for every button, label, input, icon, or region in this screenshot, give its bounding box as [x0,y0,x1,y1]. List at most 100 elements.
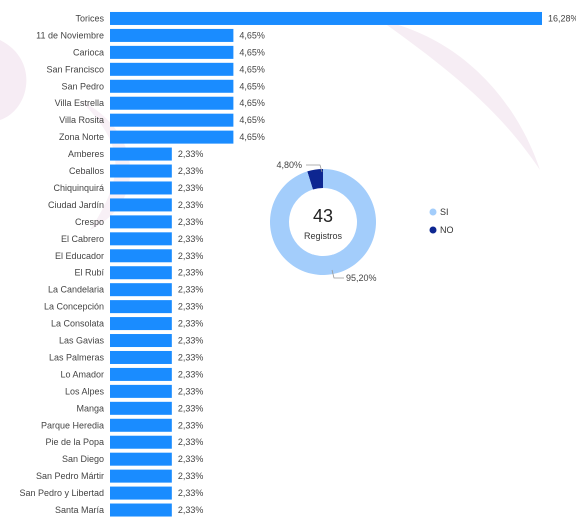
data-label: 2,33% [178,488,204,498]
leader-line-si [331,269,344,279]
donut-slice-no[interactable] [307,169,323,190]
bar[interactable] [110,469,172,483]
bar[interactable] [110,350,172,364]
data-label: 2,33% [178,268,204,278]
donut-chart: 43 Registros 4,80% 95,20% SI NO [270,160,454,283]
data-label: 2,33% [178,505,204,515]
bar[interactable] [110,503,172,517]
data-label: 4,65% [239,64,265,74]
bar[interactable] [110,418,172,432]
category-label: San Diego [62,454,104,464]
bar[interactable] [110,452,172,466]
data-label: 4,65% [239,132,265,142]
category-label: Lo Amador [60,369,104,379]
category-label: San Francisco [46,64,104,74]
bar[interactable] [110,62,234,76]
bar[interactable] [110,232,172,246]
category-label: Ciudad Jardín [48,200,104,210]
bar[interactable] [110,28,234,42]
bar[interactable] [110,11,542,25]
category-label: Santa María [55,505,104,515]
category-label: Crespo [75,217,104,227]
category-label: Zona Norte [59,132,104,142]
data-label: 2,33% [178,234,204,244]
bar[interactable] [110,198,172,212]
bar[interactable] [110,181,172,195]
donut-slice-si[interactable] [270,169,376,275]
category-label: Las Palmeras [49,352,105,362]
data-label: 2,33% [178,403,204,413]
category-label: Ceballos [69,166,105,176]
category-label: La Concepción [44,302,104,312]
category-label: Villa Rosita [59,115,104,125]
bar[interactable] [110,215,172,229]
data-label: 2,33% [178,437,204,447]
bar[interactable] [110,164,172,178]
bar[interactable] [110,283,172,297]
bar[interactable] [110,266,172,280]
category-label: San Pedro [61,81,104,91]
category-label: El Cabrero [61,234,104,244]
category-label: Manga [76,403,104,413]
category-label: Amberes [68,149,105,159]
data-label: 2,33% [178,471,204,481]
category-label: El Rubí [74,268,104,278]
data-label: 2,33% [178,336,204,346]
category-label: La Candelaria [48,285,104,295]
background-swirl [0,40,27,120]
data-label: 4,65% [239,98,265,108]
category-label: San Pedro y Libertad [19,488,104,498]
legend-label-si: SI [440,207,449,217]
category-label: Las Gavias [59,336,105,346]
data-label: 2,33% [178,386,204,396]
category-label: Los Alpes [65,386,105,396]
bar[interactable] [110,96,234,110]
legend-marker-no [429,226,437,234]
bar[interactable] [110,113,234,127]
bar[interactable] [110,147,172,161]
bar[interactable] [110,486,172,500]
bar[interactable] [110,401,172,415]
data-label: 4,65% [239,115,265,125]
leader-line-no [306,164,323,173]
donut-center-label: Registros [304,231,343,241]
data-label: 2,33% [178,369,204,379]
category-label: Chiquinquirá [53,183,104,193]
data-label: 2,33% [178,319,204,329]
bar[interactable] [110,317,172,331]
data-label: 2,33% [178,420,204,430]
donut-label-no: 4,80% [276,160,302,170]
bar[interactable] [110,384,172,398]
category-label: Torices [75,13,104,23]
bar[interactable] [110,249,172,263]
data-label: 2,33% [178,251,204,261]
data-label: 2,33% [178,302,204,312]
bar[interactable] [110,45,234,59]
category-label: Parque Heredia [41,420,104,430]
bar[interactable] [110,300,172,314]
bar[interactable] [110,435,172,449]
bar[interactable] [110,367,172,381]
legend-marker-si [429,208,437,216]
data-label: 2,33% [178,285,204,295]
data-label: 2,33% [178,217,204,227]
data-label: 16,28% [548,13,576,23]
category-label: Villa Estrella [55,98,104,108]
category-label: Pie de la Popa [45,437,104,447]
bar[interactable] [110,334,172,348]
category-label: El Educador [55,251,104,261]
donut-center-value: 43 [313,206,333,226]
data-label: 4,65% [239,47,265,57]
data-label: 4,65% [239,30,265,40]
category-label: La Consolata [51,319,104,329]
data-label: 2,33% [178,149,204,159]
data-label: 2,33% [178,200,204,210]
bar[interactable] [110,79,234,93]
bar[interactable] [110,130,234,144]
data-label: 2,33% [178,352,204,362]
data-label: 4,65% [239,81,265,91]
category-label: San Pedro Mártir [36,471,104,481]
data-label: 2,33% [178,454,204,464]
data-label: 2,33% [178,183,204,193]
